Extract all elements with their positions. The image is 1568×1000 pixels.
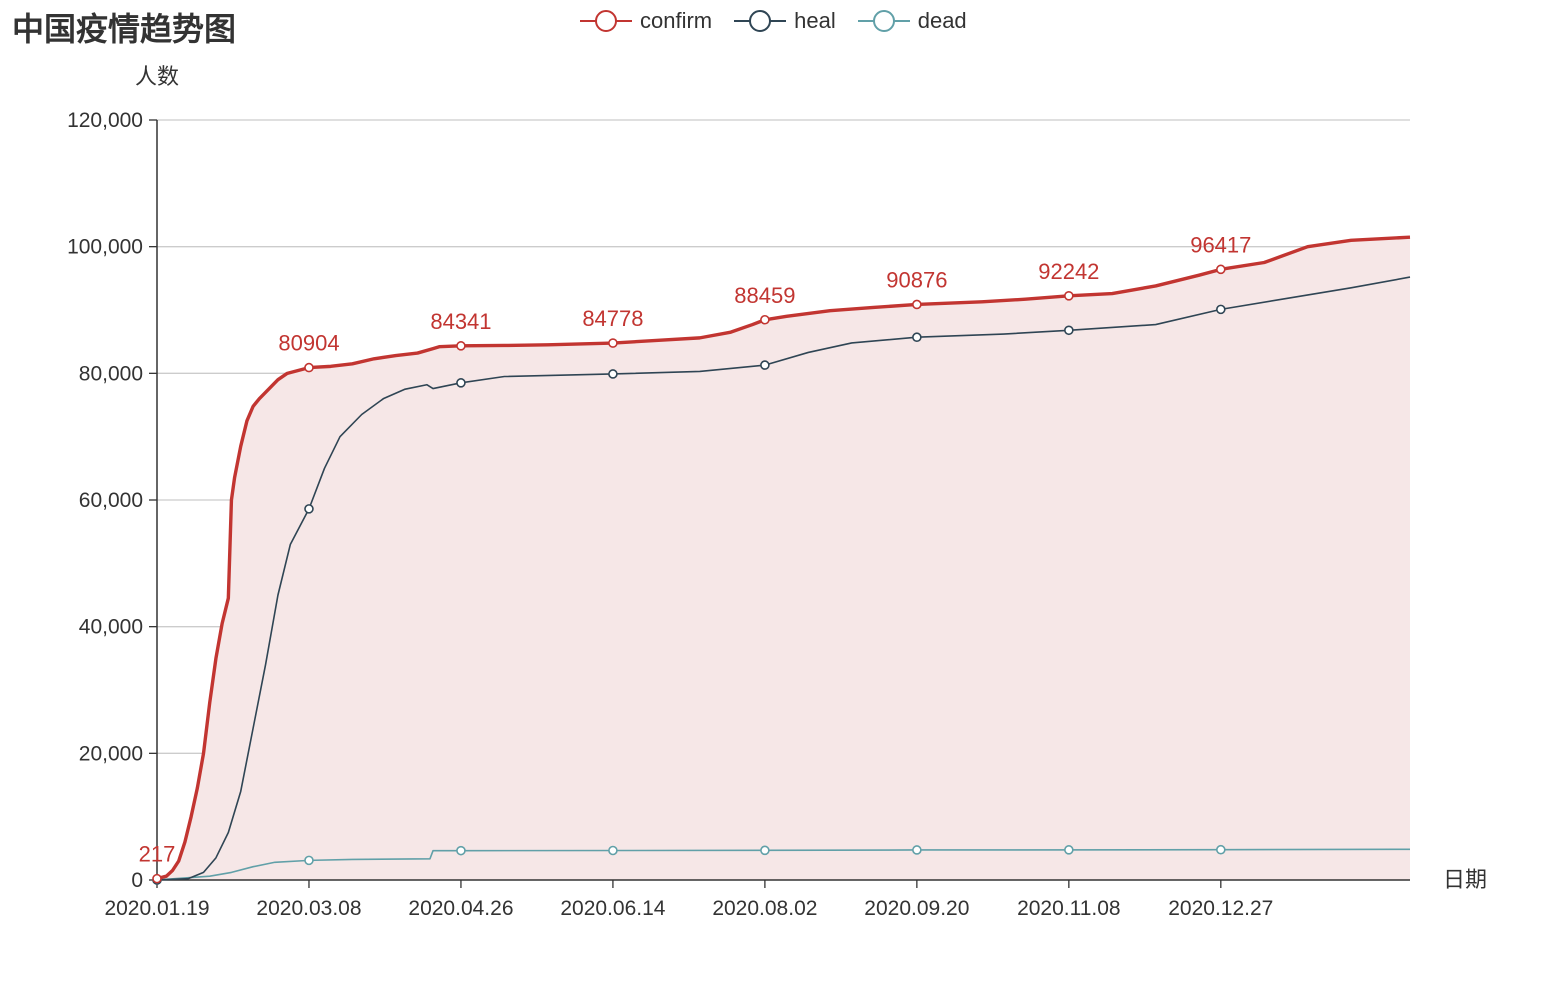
x-tick-label: 2020.04.26 xyxy=(408,897,513,920)
y-tick-label: 20,000 xyxy=(79,742,143,765)
y-tick-label: 60,000 xyxy=(79,489,143,512)
x-tick-label: 2020.06.14 xyxy=(560,897,665,920)
x-tick-label: 2020.09.20 xyxy=(864,897,969,920)
x-axis-label: 日期 xyxy=(1443,867,1487,892)
y-tick-label: 40,000 xyxy=(79,616,143,639)
legend-marker-icon xyxy=(734,10,787,32)
y-axis-label: 人数 xyxy=(135,64,179,89)
legend: confirm heal dead xyxy=(580,8,967,34)
y-tick-label: 80,000 xyxy=(79,362,143,385)
data-label: 217 xyxy=(139,842,176,867)
point-marker-heal xyxy=(1216,304,1226,315)
point-marker-heal xyxy=(608,369,618,379)
data-label: 88459 xyxy=(734,283,795,308)
chart-title: 中国疫情趋势图 xyxy=(12,10,237,48)
x-tick-label: 2020.12.27 xyxy=(1168,897,1273,920)
point-marker-dead xyxy=(1064,845,1074,855)
point-marker-dead xyxy=(760,845,770,856)
series-line-dead xyxy=(156,848,1411,881)
data-label: 90876 xyxy=(886,267,947,292)
x-tick-label: 2020.03.08 xyxy=(256,897,361,920)
y-tick-label: 100,000 xyxy=(67,236,143,259)
point-marker-heal xyxy=(760,360,770,370)
point-marker-heal xyxy=(1064,325,1074,336)
point-marker-heal xyxy=(304,504,314,514)
legend-label: heal xyxy=(794,8,836,33)
point-marker-dead xyxy=(456,845,466,856)
point-marker-confirm xyxy=(608,338,618,348)
point-marker-dead xyxy=(608,845,618,856)
x-tick-label: 2020.01.19 xyxy=(104,897,209,920)
x-tick-label: 2020.08.02 xyxy=(712,897,817,920)
point-marker-confirm xyxy=(304,362,314,373)
y-tick-label: 120,000 xyxy=(67,109,143,132)
point-marker-heal xyxy=(912,332,922,343)
point-marker-confirm xyxy=(912,299,922,310)
legend-item-dead[interactable]: dead xyxy=(857,8,967,34)
point-marker-confirm xyxy=(760,314,770,325)
point-marker-confirm xyxy=(1064,291,1074,301)
data-label: 84341 xyxy=(430,309,491,334)
point-marker-dead xyxy=(912,845,922,855)
point-marker-confirm xyxy=(456,341,466,351)
y-tick-label: 0 xyxy=(131,869,143,892)
legend-label: confirm xyxy=(640,8,713,33)
point-marker-dead xyxy=(304,855,314,866)
legend-item-confirm[interactable]: confirm xyxy=(580,8,712,34)
point-marker-heal xyxy=(456,378,466,388)
series-line-confirm xyxy=(156,235,1411,881)
legend-item-heal[interactable]: heal xyxy=(734,8,836,34)
point-marker-dead xyxy=(1216,844,1226,855)
data-label: 92242 xyxy=(1038,259,1099,284)
series-area-confirm xyxy=(157,237,1410,880)
data-label: 96417 xyxy=(1190,232,1251,257)
point-marker-confirm xyxy=(1216,264,1226,275)
legend-label: dead xyxy=(917,8,967,33)
point-marker-confirm xyxy=(152,873,162,884)
legend-marker-icon xyxy=(580,10,632,32)
series-line-heal xyxy=(156,276,1411,881)
x-tick-label: 2020.11.08 xyxy=(1017,897,1121,920)
legend-marker-icon xyxy=(857,10,910,32)
data-label: 84778 xyxy=(582,306,643,331)
data-label: 80904 xyxy=(278,331,339,356)
